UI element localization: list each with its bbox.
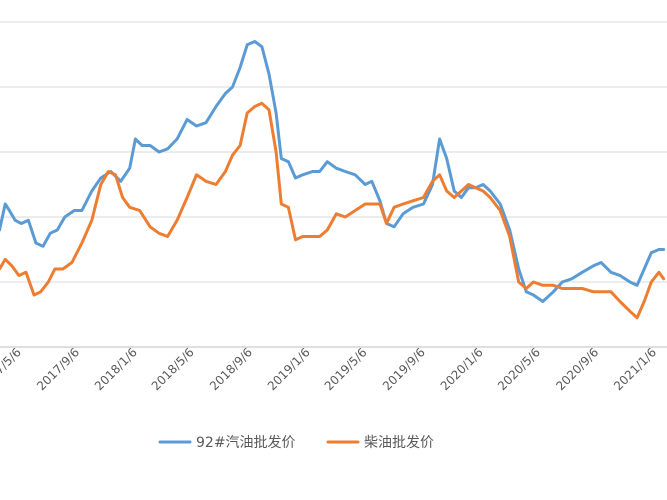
x-tick-label: 2018/9/6 xyxy=(207,345,255,393)
legend: 92#汽油批发价 柴油批发价 xyxy=(158,435,434,451)
x-tick-label: 2020/1/6 xyxy=(438,345,486,393)
series-line-2 xyxy=(0,101,666,320)
gridlines xyxy=(0,21,667,348)
series-lines xyxy=(0,40,666,320)
x-tick-label: 2017/9/6 xyxy=(34,345,82,393)
legend-label-2: 柴油批发价 xyxy=(364,435,434,451)
x-tick-label: 2019/5/6 xyxy=(322,345,370,393)
x-tick-label: 2020/9/6 xyxy=(553,345,601,393)
x-tick-label: 2019/9/6 xyxy=(380,345,428,393)
x-tick-label: 2018/1/6 xyxy=(92,345,140,393)
x-axis-tick-labels: 2017/5/6 2017/9/6 2018/1/6 2018/5/6 2018/9/6… xyxy=(0,345,659,393)
x-tick-label: 2021/1/6 xyxy=(611,345,659,393)
series-line-1 xyxy=(0,40,666,303)
x-tick-label: 2020/5/6 xyxy=(495,345,543,393)
legend-label-1: 92#汽油批发价 xyxy=(196,435,296,451)
x-tick-label: 2019/1/6 xyxy=(265,345,313,393)
x-tick-label: 2018/5/6 xyxy=(149,345,197,393)
x-tick-label: 2017/5/6 xyxy=(0,345,24,393)
